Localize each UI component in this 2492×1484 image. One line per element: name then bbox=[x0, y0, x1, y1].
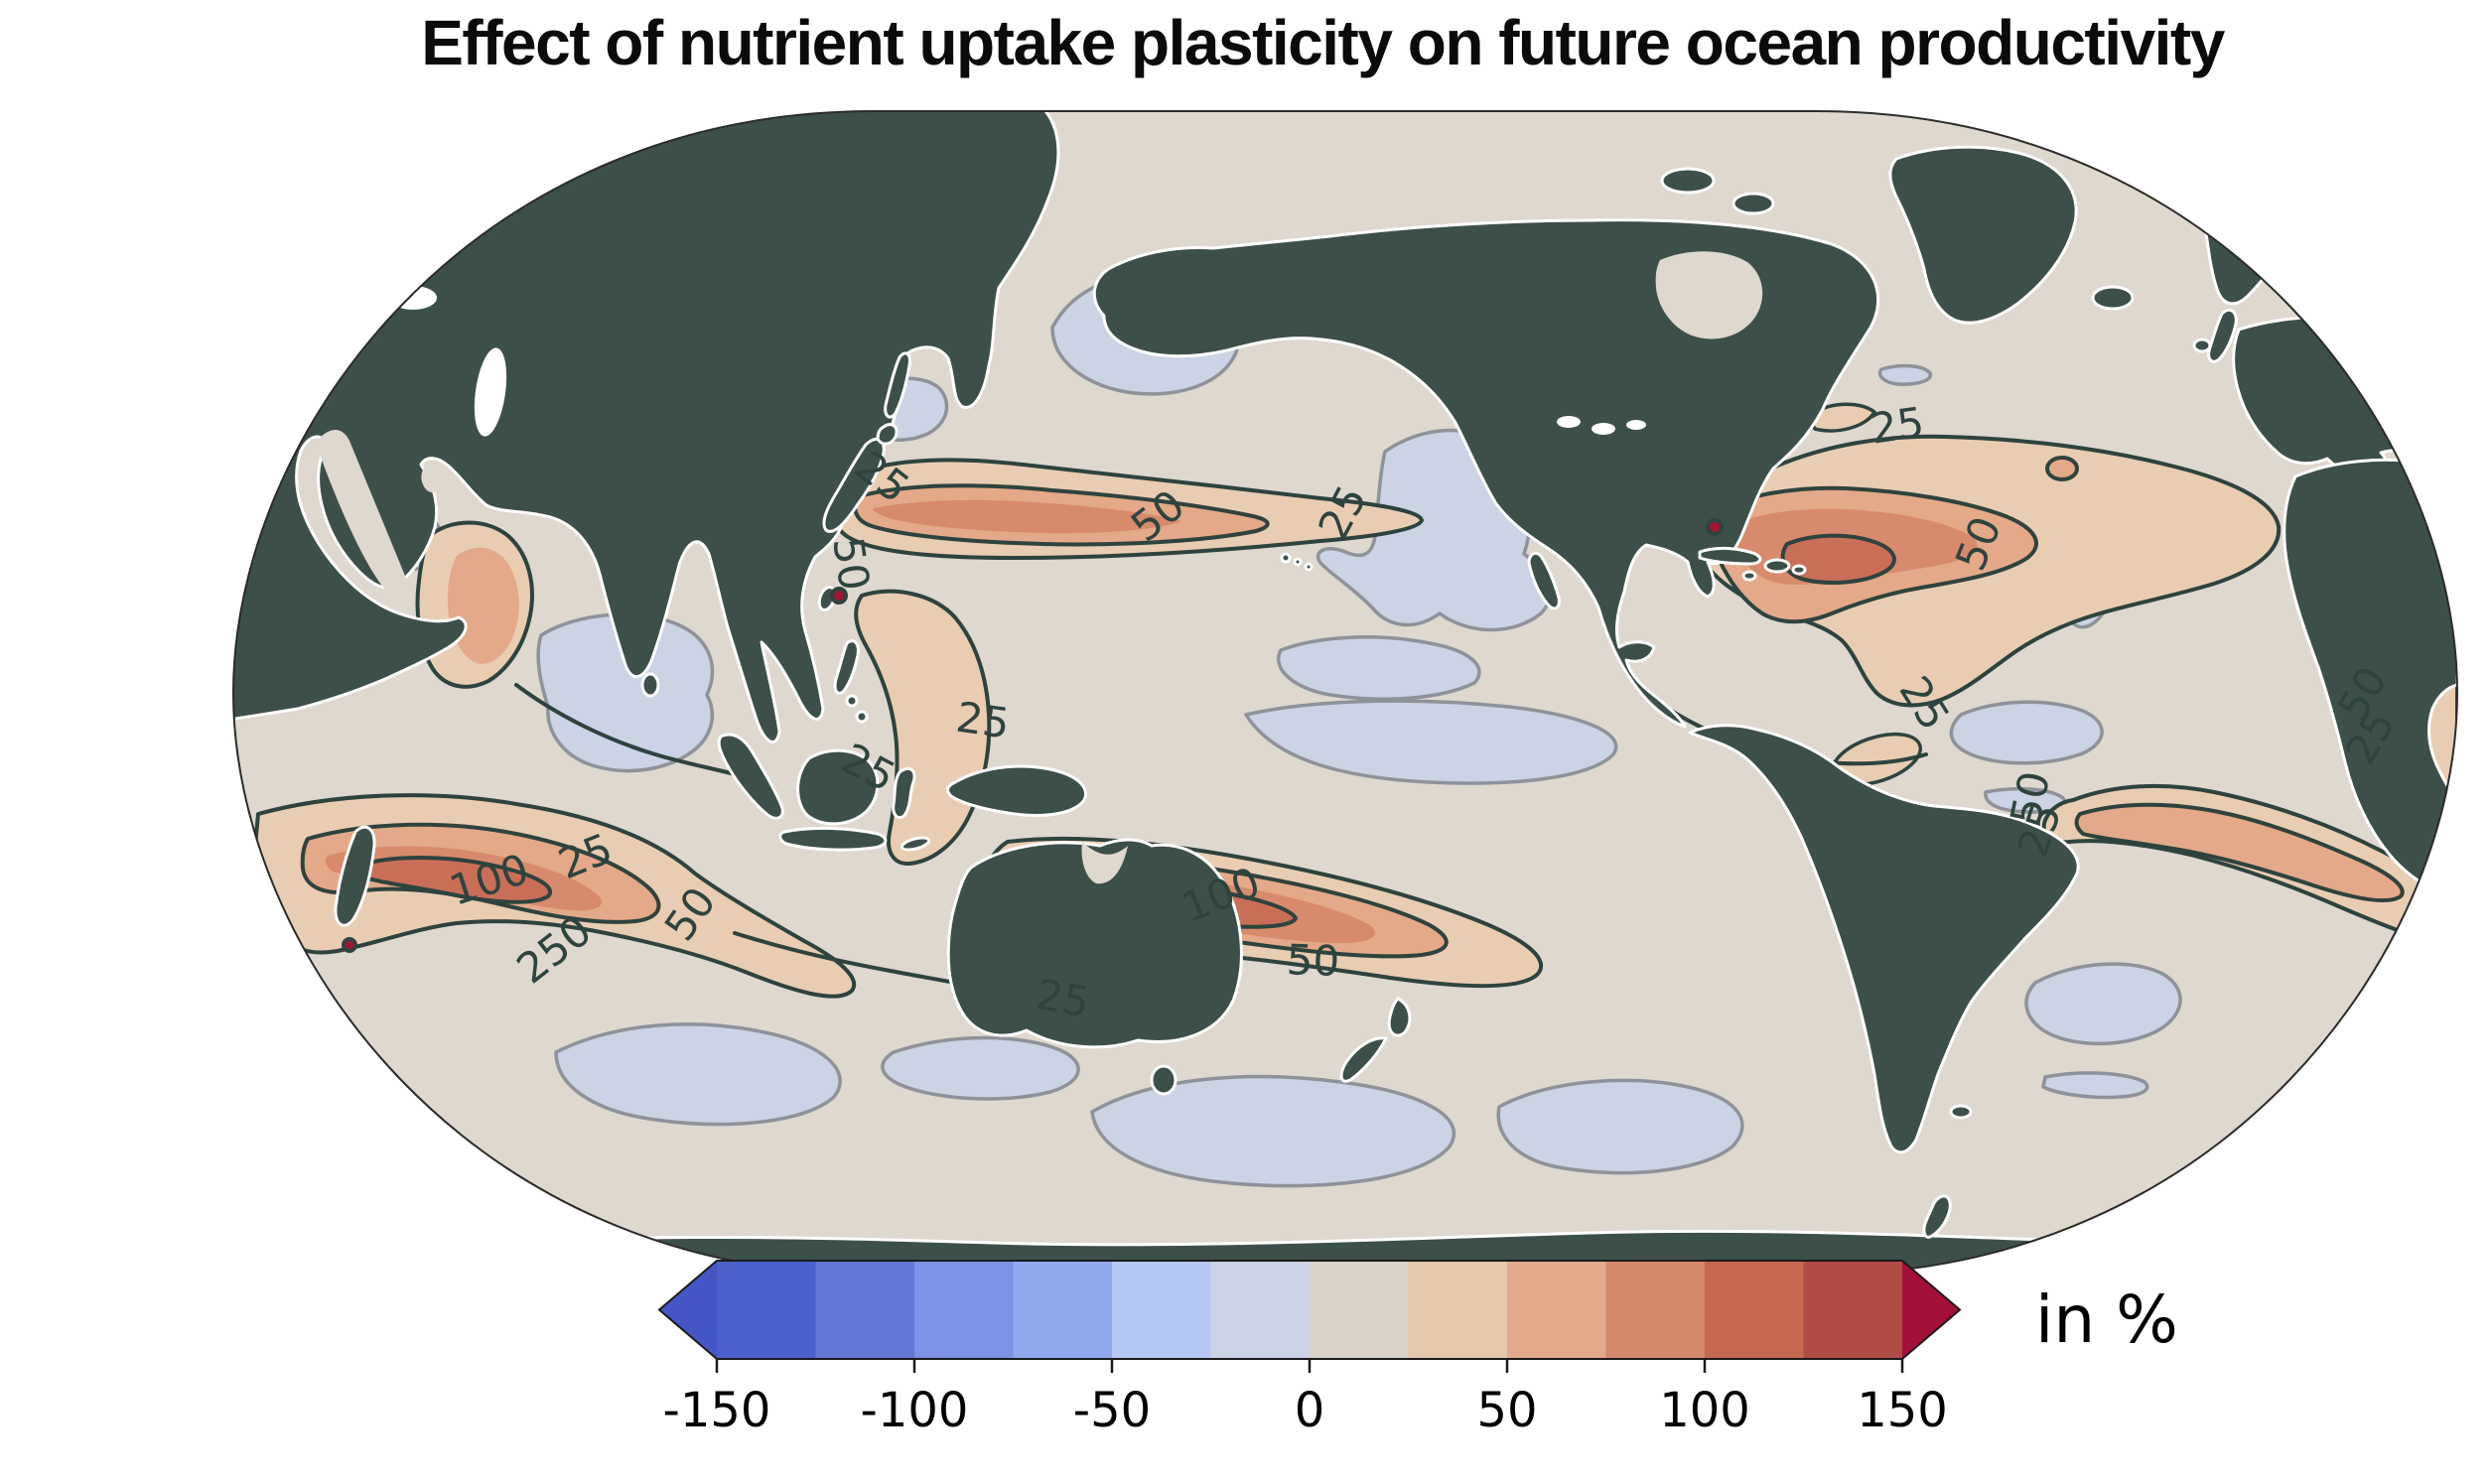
colorbar-tick-label: -150 bbox=[663, 1383, 771, 1438]
colorbar-segment bbox=[1507, 1261, 1607, 1359]
land-new-zealand bbox=[1387, 997, 1412, 1037]
caspian-sea bbox=[474, 347, 507, 437]
figure-title: Effect of nutrient uptake plasticity on … bbox=[421, 7, 2225, 78]
contour-label: 25 bbox=[1868, 398, 1927, 454]
land-madagascar bbox=[334, 825, 376, 927]
colorbar-tick-label: 0 bbox=[1295, 1383, 1325, 1438]
land-sri-lanka bbox=[640, 672, 660, 698]
colorbar-segment bbox=[1705, 1261, 1805, 1359]
colorbar-unit-label: in % bbox=[2035, 1282, 2178, 1358]
land-borneo bbox=[796, 748, 880, 826]
hudson-bay bbox=[1655, 251, 1763, 339]
land-philippines bbox=[833, 639, 860, 695]
persian-gulf bbox=[421, 463, 448, 493]
black-sea bbox=[389, 286, 437, 310]
land-japan bbox=[822, 437, 886, 533]
land-africa-right bbox=[2283, 458, 2457, 900]
red-sea bbox=[316, 429, 407, 598]
colorbar-segment bbox=[1013, 1261, 1113, 1359]
land-cuba bbox=[1698, 546, 1762, 566]
colorbar-tick-label: 100 bbox=[1659, 1383, 1750, 1438]
contour-label: 50 bbox=[1286, 935, 1340, 986]
land-australia bbox=[946, 838, 1243, 1049]
colorbar-tick-label: -50 bbox=[1073, 1383, 1151, 1438]
colorbar-segment bbox=[1310, 1261, 1410, 1359]
colorbar-tick-label: 150 bbox=[1857, 1383, 1948, 1438]
colorbar-segment bbox=[815, 1261, 915, 1359]
colorbar-tick-label: 50 bbox=[1476, 1383, 1537, 1438]
contour-label: 50 bbox=[823, 534, 879, 594]
contour-label: 25 bbox=[953, 693, 1013, 748]
contour-label: 25 bbox=[1033, 970, 1093, 1027]
colorbar-segment bbox=[717, 1261, 817, 1359]
land-new-guinea bbox=[946, 764, 1087, 817]
colorbar-tick-label: -100 bbox=[861, 1383, 969, 1438]
colorbar-segment bbox=[1605, 1261, 1706, 1359]
land-greenland bbox=[1888, 145, 2078, 325]
colorbar-segment bbox=[914, 1261, 1015, 1359]
gulf-of-carpentaria bbox=[1081, 842, 1128, 884]
land-iceland bbox=[2091, 285, 2135, 311]
land-south-america bbox=[1688, 724, 2080, 1154]
inland-seas bbox=[316, 251, 1763, 884]
colorbar-segment bbox=[1803, 1261, 1903, 1359]
land-tasmania bbox=[1150, 1064, 1177, 1096]
colorbar-right-arrow bbox=[1902, 1261, 1960, 1359]
colorbar-segment bbox=[1408, 1261, 1508, 1359]
land-sumatra bbox=[717, 733, 784, 820]
land-baja bbox=[1527, 551, 1561, 610]
projection-outline bbox=[231, 110, 2459, 1276]
colorbar-segment bbox=[1112, 1261, 1212, 1359]
colorbar-segment bbox=[1210, 1261, 1311, 1359]
land-scandinavia bbox=[2197, 152, 2300, 306]
contour-label: 50 bbox=[2001, 767, 2059, 829]
colorbar-left-arrow bbox=[659, 1261, 717, 1359]
colorbar: -150 -100 -50 0 50 100 150 bbox=[657, 1260, 1962, 1438]
land-north-america bbox=[1092, 218, 1880, 729]
extreme-hotspots bbox=[342, 518, 1724, 953]
